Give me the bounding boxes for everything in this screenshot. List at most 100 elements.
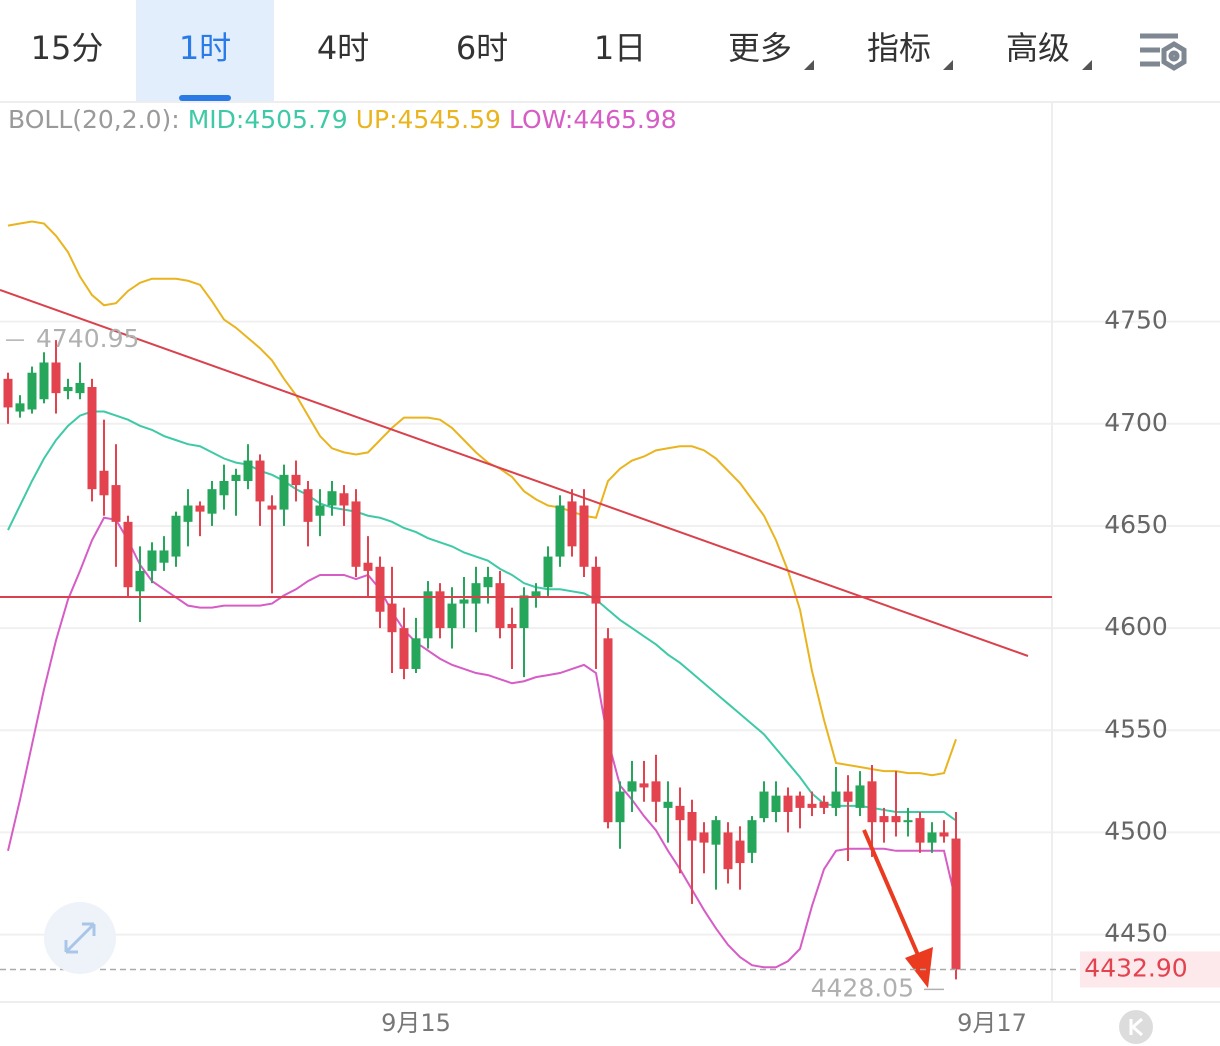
candle-body [51,362,61,394]
tab-label: 6时 [456,29,508,67]
candle-body [27,372,37,410]
boll-line [7,516,957,969]
tab-label: 15分 [31,29,104,67]
button-bg [1119,1010,1153,1044]
candle-body [267,505,277,510]
candle-body [39,362,49,400]
candle-body [939,832,949,837]
candle-body [471,583,481,604]
tab-label: 4时 [317,29,369,67]
candle-body [435,591,445,629]
legend-name: MID: [188,105,245,134]
arrow-shaft [862,829,920,956]
candle-body [375,566,385,612]
candle-body [303,489,313,522]
tab-label: 高级 [1006,29,1070,67]
expand-button[interactable] [44,902,116,974]
candle-body [579,505,589,567]
candle-body [903,820,913,823]
icon-gear [1161,41,1187,71]
candle-body [195,505,205,512]
min-label: 4428.05 [811,973,914,1002]
candle-body [675,805,685,821]
tab[interactable]: 1时 [136,0,274,101]
candle-body [747,820,757,853]
grid [0,320,1220,936]
legend-name: LOW: [509,105,573,134]
settings-icon[interactable] [1140,33,1187,71]
candle-body [603,638,613,823]
candle-body [75,382,85,394]
candle-body [255,460,265,502]
candle-body [639,783,649,788]
y-tick-label: 4550 [1104,714,1168,743]
candle-body [951,838,961,970]
candle-body [555,505,565,557]
candle-body [855,785,865,808]
candle-body [339,493,349,506]
candle-body [711,820,721,845]
candle-body [183,505,193,522]
candle-body [867,781,877,823]
candle-body [171,515,181,557]
tab-active-underline [179,95,231,101]
last-price-bg [1080,951,1220,988]
candle-body [663,801,673,808]
candle-body [495,583,505,629]
x-tick-label: 9月15 [381,1009,451,1037]
candle-body [327,491,337,506]
tab[interactable]: 4时 [317,29,369,67]
y-tick-label: 4650 [1104,510,1168,539]
tab[interactable]: 更多 [728,29,814,70]
candle-body [567,501,577,547]
candle-body [87,387,97,490]
candle-body [483,577,493,588]
dropdown-caret [943,60,953,70]
tab-label: 1日 [594,29,646,67]
tab-label: 更多 [728,29,792,67]
tab[interactable]: 指标 [867,29,953,70]
candle-body [135,570,145,592]
candle-body [699,832,709,843]
tab[interactable]: 1日 [594,29,646,67]
candle-body [627,781,637,792]
candle-body [651,781,661,802]
candle-body [783,795,793,812]
y-tick-label: 4600 [1104,612,1168,641]
candle-body [843,791,853,802]
tab[interactable]: 15分 [31,29,104,67]
k-icon [1129,1017,1143,1037]
candle-body [771,795,781,812]
y-tick-label: 4450 [1104,919,1168,948]
tab[interactable]: 高级 [1006,29,1092,70]
candle-body [891,816,901,823]
candle-body [111,485,121,522]
tab-active-bg [136,0,274,101]
candle-body [351,501,361,567]
candle-body [147,550,157,571]
candle-body [795,795,805,808]
candle-body [759,791,769,819]
candle-body [687,811,697,841]
y-tick-label: 4700 [1104,408,1168,437]
candle-body [531,591,541,598]
tab[interactable]: 6时 [456,29,508,67]
k-button[interactable] [1119,1010,1153,1044]
max-label: 4740.95 [36,324,139,353]
icon-gear-hole [1168,50,1180,62]
candle-body [879,816,889,823]
indicator-label: BOLL(20,2.0): [8,105,180,134]
dropdown-caret [1082,60,1092,70]
candle-body [459,599,469,604]
candle-body [363,562,373,571]
candle-body [159,550,169,563]
expand-icon [64,922,96,954]
candle-body [723,832,733,870]
candle-body [519,595,529,629]
y-tick-label: 4750 [1104,306,1168,335]
candle-body [243,460,253,481]
candle-body [819,801,829,808]
candle-body [423,591,433,639]
